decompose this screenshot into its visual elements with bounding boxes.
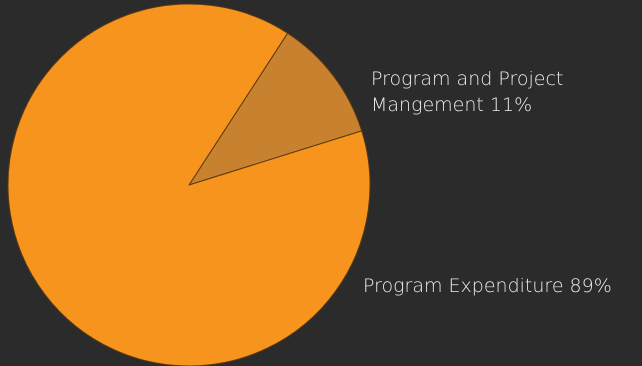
pie-slice-program-management [188, 32, 363, 186]
pie-slice-program-expenditure [7, 3, 371, 366]
slice-label-line: Program and Project [371, 68, 564, 90]
slice-label-program-expenditure: Program Expenditure 89% [363, 273, 612, 299]
slice-label-line: Mangement 11% [371, 94, 533, 116]
slice-label-line: Program Expenditure 89% [363, 275, 612, 297]
slice-label-program-management: Program and Project Mangement 11% [371, 66, 563, 118]
